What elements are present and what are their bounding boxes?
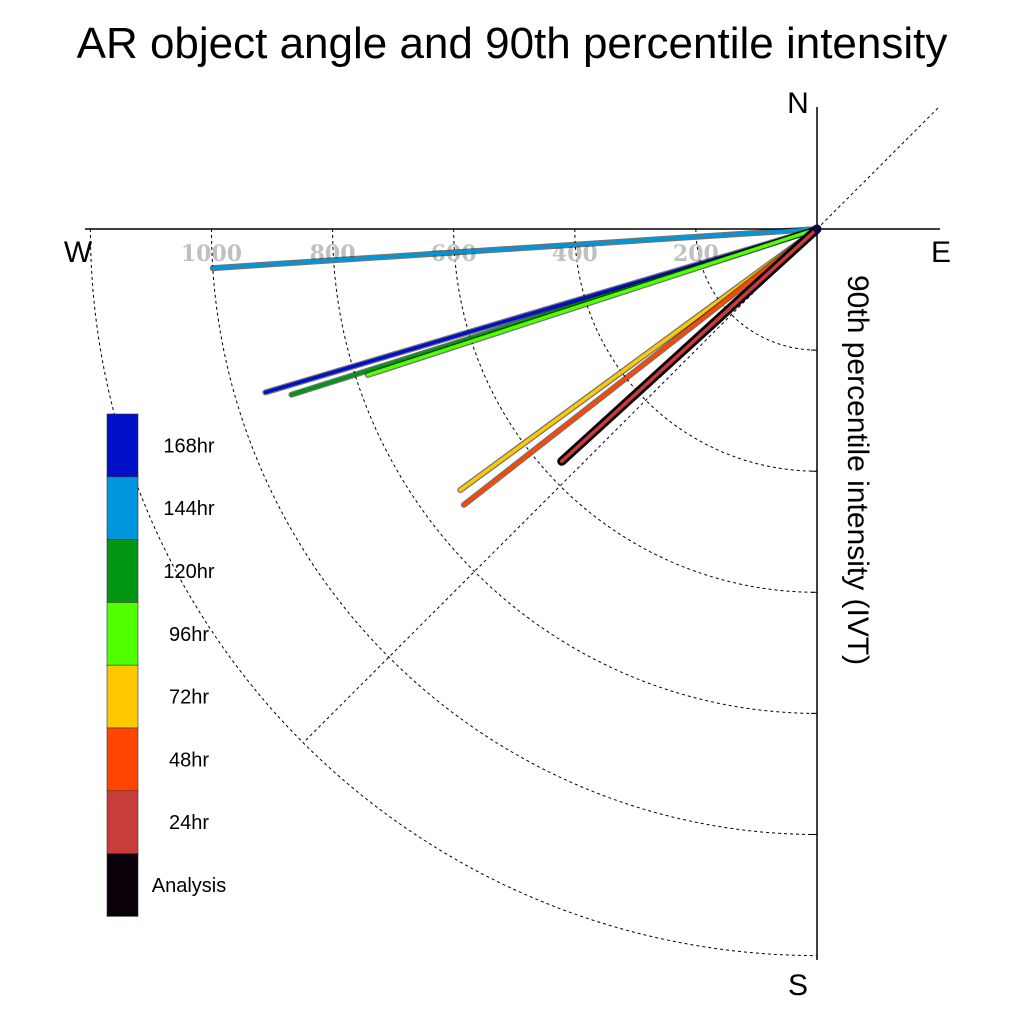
legend-label-48hr: 48hr [169,749,209,771]
series-24hr [558,226,820,465]
legend-label-24hr: 24hr [169,812,209,834]
grid-arc-600 [453,228,818,593]
series-96hr [364,226,820,378]
compass-south-label: S [788,969,808,1002]
grid-arc-200 [695,228,818,351]
legend-label-72hr: 72hr [169,687,209,709]
series-line-48hr [462,227,819,507]
diagonal-guide-sw [302,228,818,744]
series-line-96hr [366,227,819,377]
compass-west-label: W [64,236,93,269]
y-axis-label: 90th percentile intensity (IVT) [841,275,874,665]
tick-label-1000: 1000 [181,241,242,267]
grid-arc-1000 [211,228,818,835]
legend-label-168hr: 168hr [163,435,214,457]
legend-swatch-168hr [106,413,139,478]
series-48hr [460,226,820,508]
legend-swatch-72hr [106,664,139,729]
series-lines [209,224,822,508]
origin-point [813,225,821,233]
legend-swatch-48hr [106,727,139,792]
legend-swatch-96hr [106,602,139,666]
legend-label-144hr: 144hr [163,498,214,520]
compass-east-label: E [931,236,951,269]
chart-title: AR object angle and 90th percentile inte… [77,19,948,68]
grid-arc-800 [332,228,818,714]
grid-arc-400 [574,228,818,472]
series-144hr [209,226,820,272]
legend: 168hr 144hr 120hr 96hr 72hr 48hr 24hr Analysis [106,413,226,917]
diagonal-guide [816,105,941,230]
radial-grid [89,228,818,957]
compass-north-label: N [787,87,809,120]
legend-label-96hr: 96hr [169,624,209,646]
series-line-144hr [211,227,819,270]
radial-tick-labels: 2004006008001000 [181,241,719,267]
legend-swatch-120hr [106,539,139,603]
legend-label-120hr: 120hr [163,561,214,583]
series-line-24hr [559,227,819,464]
legend-label-analysis: Analysis [152,875,226,897]
legend-swatch-144hr [106,476,139,540]
legend-swatch-24hr [106,790,139,854]
legend-swatch-analysis [106,853,139,917]
